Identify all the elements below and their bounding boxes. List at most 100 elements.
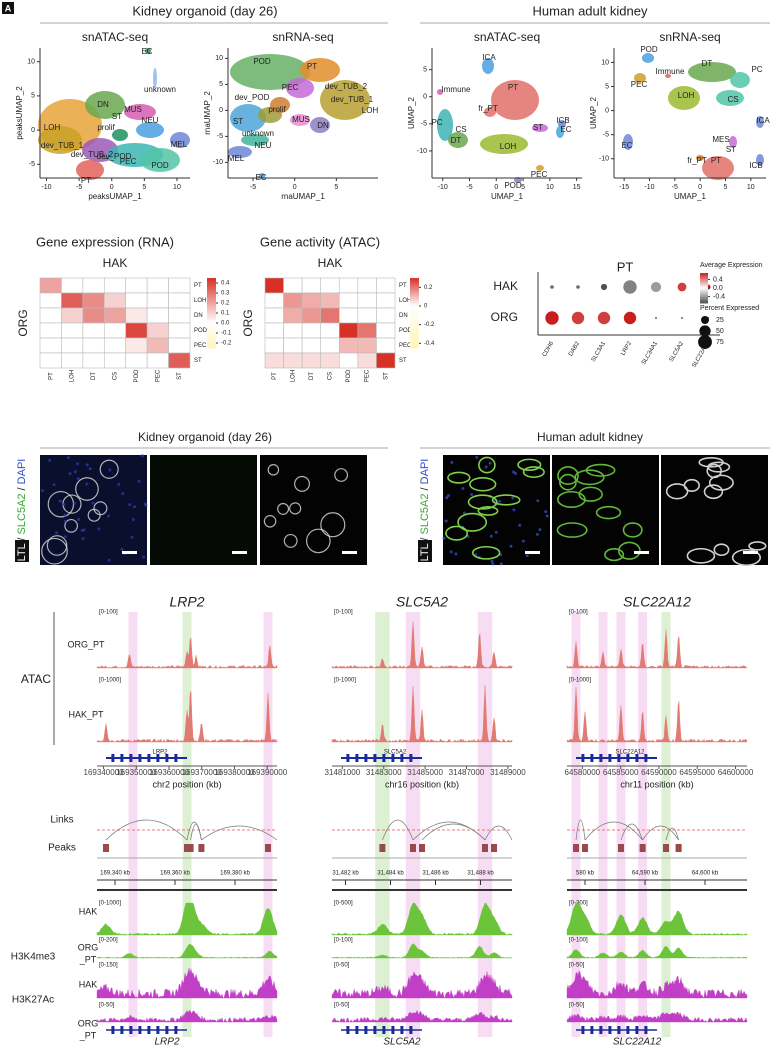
sample-label: HAK: [79, 906, 98, 916]
signal-track: [566, 1011, 748, 1023]
link-arc: [421, 823, 486, 841]
cluster-label: PEC: [282, 83, 299, 92]
size-key-label: 25: [716, 317, 724, 324]
cluster-cloud: [437, 109, 453, 141]
exon: [382, 1026, 386, 1034]
heatmap-title: Gene expression (RNA): [36, 234, 174, 249]
stain-part: LTL: [419, 541, 431, 562]
cell-cluster: [99, 459, 119, 479]
cell-cluster: [334, 468, 349, 482]
dot: [571, 311, 585, 325]
exon: [174, 754, 178, 762]
tubule: [617, 541, 641, 560]
cluster-cloud: [320, 80, 370, 120]
y-tick-label: -5: [603, 132, 609, 139]
colorbar-step: [700, 291, 708, 293]
y-tick-label: 5: [31, 93, 35, 100]
x-tick-label: 5: [521, 184, 525, 191]
x-tick-label: 0: [110, 184, 114, 191]
colorbar-step: [410, 299, 419, 302]
cluster-cloud: [230, 104, 266, 132]
signal-track: [96, 691, 278, 743]
cluster-cloud: [437, 89, 443, 95]
nucleus: [484, 465, 488, 469]
peak: [419, 844, 425, 852]
tubule: [477, 506, 499, 516]
sample-label: _PT: [79, 954, 97, 964]
exon: [400, 754, 404, 762]
nucleus: [63, 535, 67, 539]
y-tick-label: -5: [421, 121, 427, 128]
stain-part: SLC5A2: [419, 490, 431, 534]
nucleus: [128, 503, 132, 507]
heatmap-cell: [82, 292, 105, 309]
colorbar-step: [700, 273, 708, 275]
cluster-label: PEC: [631, 80, 648, 89]
colorbar-step: [207, 299, 216, 302]
exon: [644, 1026, 648, 1034]
colorbar-step: [410, 322, 419, 326]
nucleus: [462, 511, 466, 515]
y-tick-label: -5: [217, 133, 223, 140]
coord-label: 31,482 kb: [332, 871, 359, 877]
nucleus: [521, 539, 525, 543]
range-label: [0-50]: [569, 1003, 585, 1009]
colorbar-step: [410, 287, 419, 291]
nucleus: [512, 508, 516, 512]
highlight-band: [128, 612, 138, 1037]
col-label: DT: [91, 372, 97, 380]
cluster-label: PEC: [531, 170, 548, 179]
range-label: [0-100]: [569, 938, 588, 944]
heatmap-cell: [39, 337, 62, 354]
x-tick-label: -10: [438, 184, 448, 191]
y-tick-label: 10: [27, 59, 35, 66]
colorbar-step: [700, 289, 708, 292]
dot: [597, 311, 611, 325]
row-label: ST: [399, 358, 407, 364]
cluster-label: dev_TUB_1: [331, 95, 374, 104]
heatmap-cell: [146, 352, 169, 369]
stain-part: LTL: [16, 541, 28, 562]
heatmap-cell: [320, 337, 340, 354]
cluster-cloud: [532, 124, 548, 132]
heatmap-cell: [125, 337, 148, 354]
exon: [391, 1026, 395, 1034]
row-label: POD: [194, 328, 208, 334]
colorbar-step: [700, 295, 708, 298]
signal-track: [566, 687, 748, 743]
y-tick-label: 10: [215, 55, 223, 62]
cell-cluster: [294, 475, 310, 492]
tubule: [467, 494, 498, 510]
cell-cluster: [320, 512, 346, 538]
cell-cluster: [64, 518, 79, 533]
cluster-cloud: [484, 107, 496, 117]
cluster-label: NEU: [142, 116, 159, 125]
x-axis-label: rnaUMAP_1: [281, 192, 325, 201]
dot: [545, 311, 559, 325]
nucleus: [117, 482, 121, 486]
position-tick-label: 64595000: [679, 768, 715, 777]
micrograph: [552, 455, 659, 565]
heatmap-cell: [376, 277, 396, 294]
cluster-label: MES: [712, 135, 729, 144]
cluster-cloud: [228, 146, 252, 158]
colorbar-step: [207, 308, 216, 312]
colorbar-step: [410, 343, 419, 347]
coord-label: 64,590 kb: [632, 871, 659, 877]
exon: [617, 754, 621, 762]
colorbar-step: [410, 313, 419, 316]
cluster-cloud: [696, 155, 704, 161]
cluster-label: ICA: [756, 116, 770, 125]
tubule: [748, 541, 767, 551]
colorbar-step: [700, 301, 708, 304]
range-label: [0-1000]: [99, 678, 121, 684]
colorbar-step: [410, 285, 419, 288]
nucleus: [52, 483, 56, 487]
heatmap-cell: [301, 322, 322, 339]
cluster-cloud: [38, 126, 82, 154]
cluster-label: EC: [255, 173, 266, 182]
gene-name: SLC22A12: [613, 1037, 662, 1048]
nucleus: [76, 477, 80, 481]
size-key: [698, 335, 712, 349]
cluster-cloud: [665, 74, 671, 78]
